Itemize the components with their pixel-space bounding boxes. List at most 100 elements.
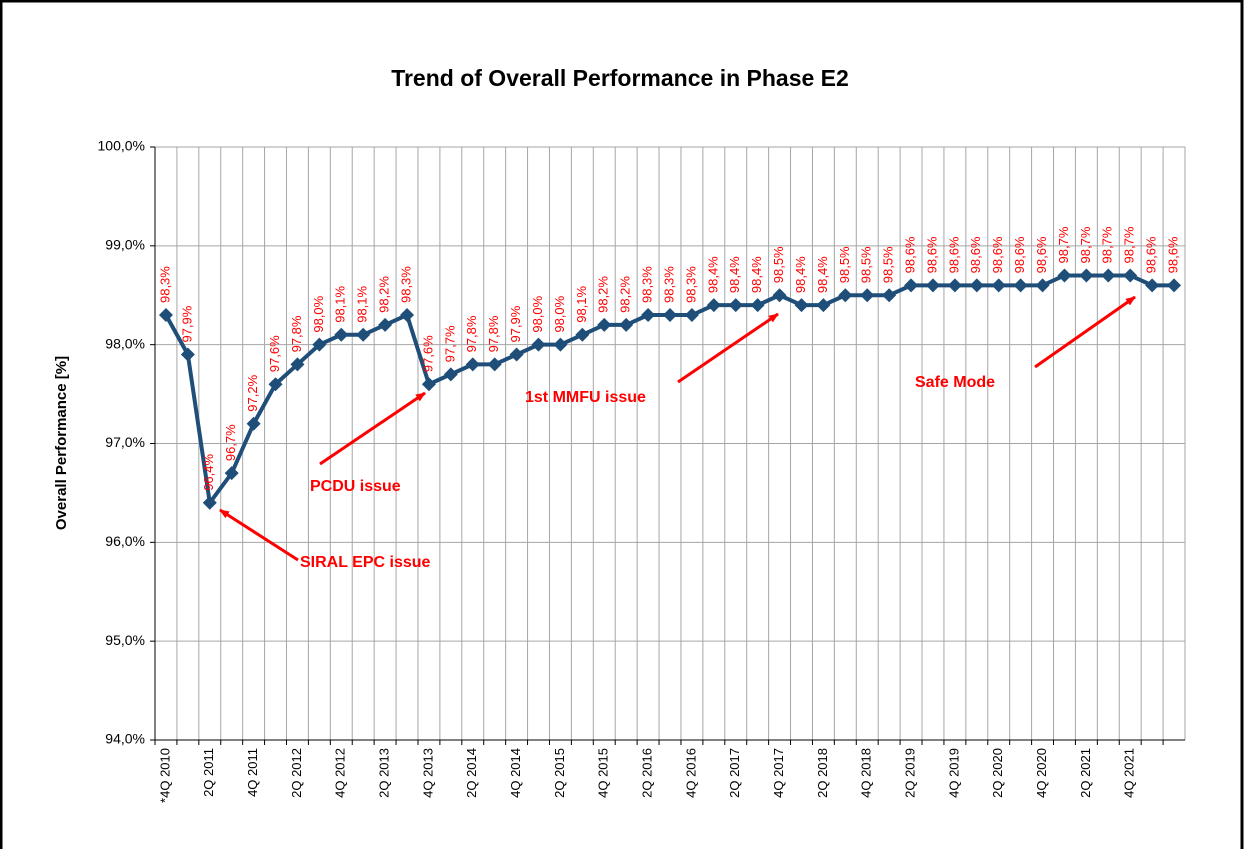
x-tick-label: 2Q 2020 bbox=[990, 748, 1005, 798]
data-label: 98,3% bbox=[683, 266, 698, 303]
point bbox=[334, 327, 349, 342]
data-label: 98,6% bbox=[903, 236, 918, 273]
data-label: 98,7% bbox=[1100, 226, 1115, 263]
data-label: 98,0% bbox=[311, 295, 326, 332]
point bbox=[290, 357, 305, 372]
data-label: 97,8% bbox=[486, 315, 501, 352]
point bbox=[400, 308, 415, 323]
point bbox=[838, 288, 853, 303]
y-tick-label: 96,0% bbox=[105, 533, 145, 549]
point bbox=[465, 357, 480, 372]
point bbox=[553, 337, 568, 352]
arrow bbox=[319, 391, 426, 466]
data-label: 98,5% bbox=[837, 246, 852, 283]
data-label: 98,6% bbox=[1034, 236, 1049, 273]
point bbox=[1079, 268, 1094, 283]
data-label: 98,1% bbox=[355, 285, 370, 322]
x-tick-label: 4Q 2013 bbox=[420, 748, 435, 798]
y-tick-label: 100,0% bbox=[98, 138, 145, 154]
point bbox=[641, 308, 656, 323]
arrow bbox=[219, 508, 299, 562]
annotation: SIRAL EPC issue bbox=[300, 554, 431, 571]
point bbox=[772, 288, 787, 303]
point bbox=[1035, 278, 1050, 293]
x-tick-label: 2Q 2019 bbox=[903, 748, 918, 798]
point bbox=[378, 317, 393, 332]
data-label: 98,3% bbox=[398, 266, 413, 303]
point bbox=[794, 298, 809, 313]
point bbox=[180, 347, 195, 362]
point bbox=[509, 347, 524, 362]
point bbox=[684, 308, 699, 323]
point bbox=[947, 278, 962, 293]
data-label: 97,6% bbox=[420, 335, 435, 372]
x-tick-label: 2Q 2021 bbox=[1078, 748, 1093, 798]
x-tick-label: 2Q 2015 bbox=[552, 748, 567, 798]
data-label: 98,2% bbox=[596, 276, 611, 313]
data-label: 96,4% bbox=[201, 453, 216, 490]
chart-title: Trend of Overall Performance in Phase E2 bbox=[391, 65, 849, 91]
point bbox=[246, 416, 261, 431]
data-label: 98,3% bbox=[661, 266, 676, 303]
y-tick-label: 98,0% bbox=[105, 335, 145, 351]
point bbox=[1057, 268, 1072, 283]
x-tick-label: 4Q 2019 bbox=[946, 748, 961, 798]
y-tick-label: 94,0% bbox=[105, 731, 145, 747]
x-tick-label: 2Q 2017 bbox=[727, 748, 742, 798]
y-tick-label: 99,0% bbox=[105, 237, 145, 253]
data-label: 97,8% bbox=[464, 315, 479, 352]
point bbox=[728, 298, 743, 313]
data-label: 98,1% bbox=[333, 285, 348, 322]
data-label: 98,6% bbox=[990, 236, 1005, 273]
data-label: 97,7% bbox=[442, 325, 457, 362]
data-label: 96,7% bbox=[223, 424, 238, 461]
data-label: 98,5% bbox=[771, 246, 786, 283]
data-label: 97,9% bbox=[179, 305, 194, 342]
x-tick-label: *4Q 2010 bbox=[157, 748, 172, 803]
data-label: 98,4% bbox=[815, 256, 830, 293]
point bbox=[1101, 268, 1116, 283]
data-label: 97,2% bbox=[245, 374, 260, 411]
data-label: 98,6% bbox=[946, 236, 961, 273]
annotation: 1st MMFU issue bbox=[525, 389, 646, 406]
point bbox=[1167, 278, 1182, 293]
x-tick-label: 4Q 2021 bbox=[1122, 748, 1137, 798]
data-label: 98,6% bbox=[968, 236, 983, 273]
point bbox=[816, 298, 831, 313]
data-label: 98,3% bbox=[157, 266, 172, 303]
x-tick-label: 4Q 2014 bbox=[508, 748, 523, 798]
point bbox=[991, 278, 1006, 293]
point bbox=[443, 367, 458, 382]
point bbox=[421, 377, 436, 392]
point bbox=[1145, 278, 1160, 293]
data-label: 98,6% bbox=[1165, 236, 1180, 273]
x-tick-label: 4Q 2020 bbox=[1034, 748, 1049, 798]
data-label: 98,7% bbox=[1056, 226, 1071, 263]
annotations: SIRAL EPC issue PCDU issue 1st MMFU issue S… bbox=[219, 295, 1136, 571]
point bbox=[619, 317, 634, 332]
data-label: 98,0% bbox=[530, 295, 545, 332]
arrow bbox=[1034, 295, 1136, 369]
x-tick-label: 2Q 2018 bbox=[815, 748, 830, 798]
data-label: 97,6% bbox=[267, 335, 282, 372]
point bbox=[750, 298, 765, 313]
point bbox=[575, 327, 590, 342]
annotation: Safe Mode bbox=[915, 374, 995, 391]
data-label: 98,6% bbox=[1144, 236, 1159, 273]
point bbox=[663, 308, 677, 323]
data-label: 98,4% bbox=[727, 256, 742, 293]
data-label: 98,7% bbox=[1122, 226, 1137, 263]
annotation: PCDU issue bbox=[310, 478, 401, 495]
arrow bbox=[677, 312, 779, 384]
data-label: 98,6% bbox=[924, 236, 939, 273]
data-label: 98,5% bbox=[881, 246, 896, 283]
x-tick-label: 4Q 2011 bbox=[245, 748, 260, 797]
data-label: 97,8% bbox=[289, 315, 304, 352]
x-tick-label: 4Q 2017 bbox=[771, 748, 786, 798]
x-tick-label: 2Q 2012 bbox=[289, 748, 304, 798]
y-tick-label: 97,0% bbox=[105, 434, 145, 450]
data-label: 98,0% bbox=[552, 295, 567, 332]
data-label: 98,3% bbox=[640, 266, 655, 303]
point bbox=[1123, 268, 1138, 283]
